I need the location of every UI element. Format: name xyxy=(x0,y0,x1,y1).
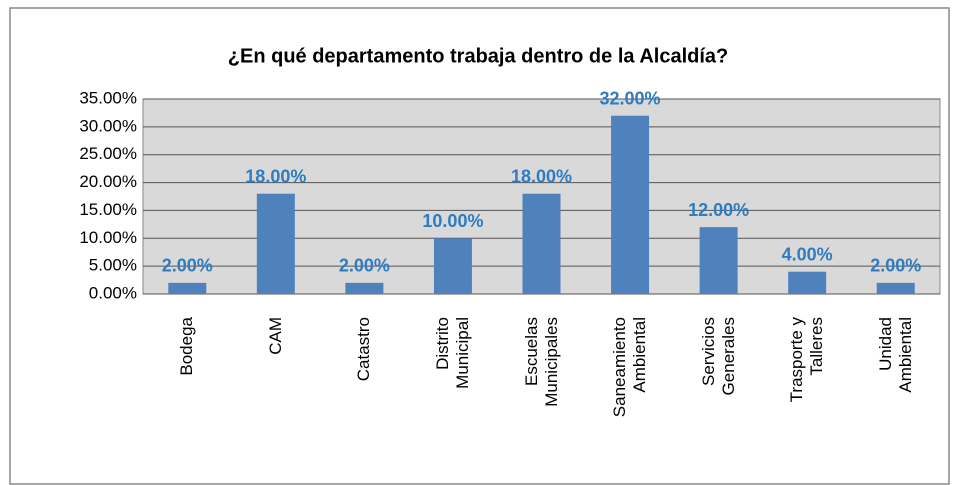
x-tick-label: Servicios Generales xyxy=(698,317,738,396)
x-tick-label: Bodega xyxy=(177,317,197,376)
y-tick-label: 30.00% xyxy=(79,116,137,135)
bar xyxy=(788,271,827,294)
bar xyxy=(522,193,561,294)
y-tick-label: 0.00% xyxy=(89,283,137,302)
value-label: 4.00% xyxy=(782,244,833,264)
value-label: 2.00% xyxy=(870,256,921,276)
value-label: 2.00% xyxy=(339,256,390,276)
bar xyxy=(256,193,295,294)
bar xyxy=(433,238,472,294)
bar xyxy=(168,282,207,294)
x-tick-label: Catastro xyxy=(354,317,374,382)
value-label: 2.00% xyxy=(162,256,213,276)
value-label: 12.00% xyxy=(688,200,749,220)
y-tick-label: 35.00% xyxy=(79,88,137,107)
value-label: 18.00% xyxy=(245,166,306,186)
x-tick-label: Escuelas Municipales xyxy=(521,317,561,407)
x-tick-label: Saneamiento Ambiental xyxy=(610,317,650,418)
y-tick-label: 20.00% xyxy=(79,172,137,191)
bar xyxy=(345,282,384,294)
chart-title: ¿En qué departamento trabaja dentro de l… xyxy=(228,45,728,67)
bar xyxy=(876,282,915,294)
y-tick-label: 10.00% xyxy=(79,228,137,247)
value-label: 10.00% xyxy=(422,211,483,231)
y-tick-label: 15.00% xyxy=(79,200,137,219)
y-tick-label: 5.00% xyxy=(89,256,137,275)
x-tick-label: Trasporte y Talleres xyxy=(787,317,827,403)
bar xyxy=(611,115,650,294)
x-tick-label: Distrito Municipal xyxy=(432,317,472,389)
x-tick-label: Unidad Ambiental xyxy=(875,317,915,393)
value-label: 18.00% xyxy=(511,166,572,186)
value-label: 32.00% xyxy=(600,88,661,108)
x-tick-label: CAM xyxy=(265,317,285,355)
y-tick-label: 25.00% xyxy=(79,144,137,163)
bar xyxy=(699,227,738,294)
